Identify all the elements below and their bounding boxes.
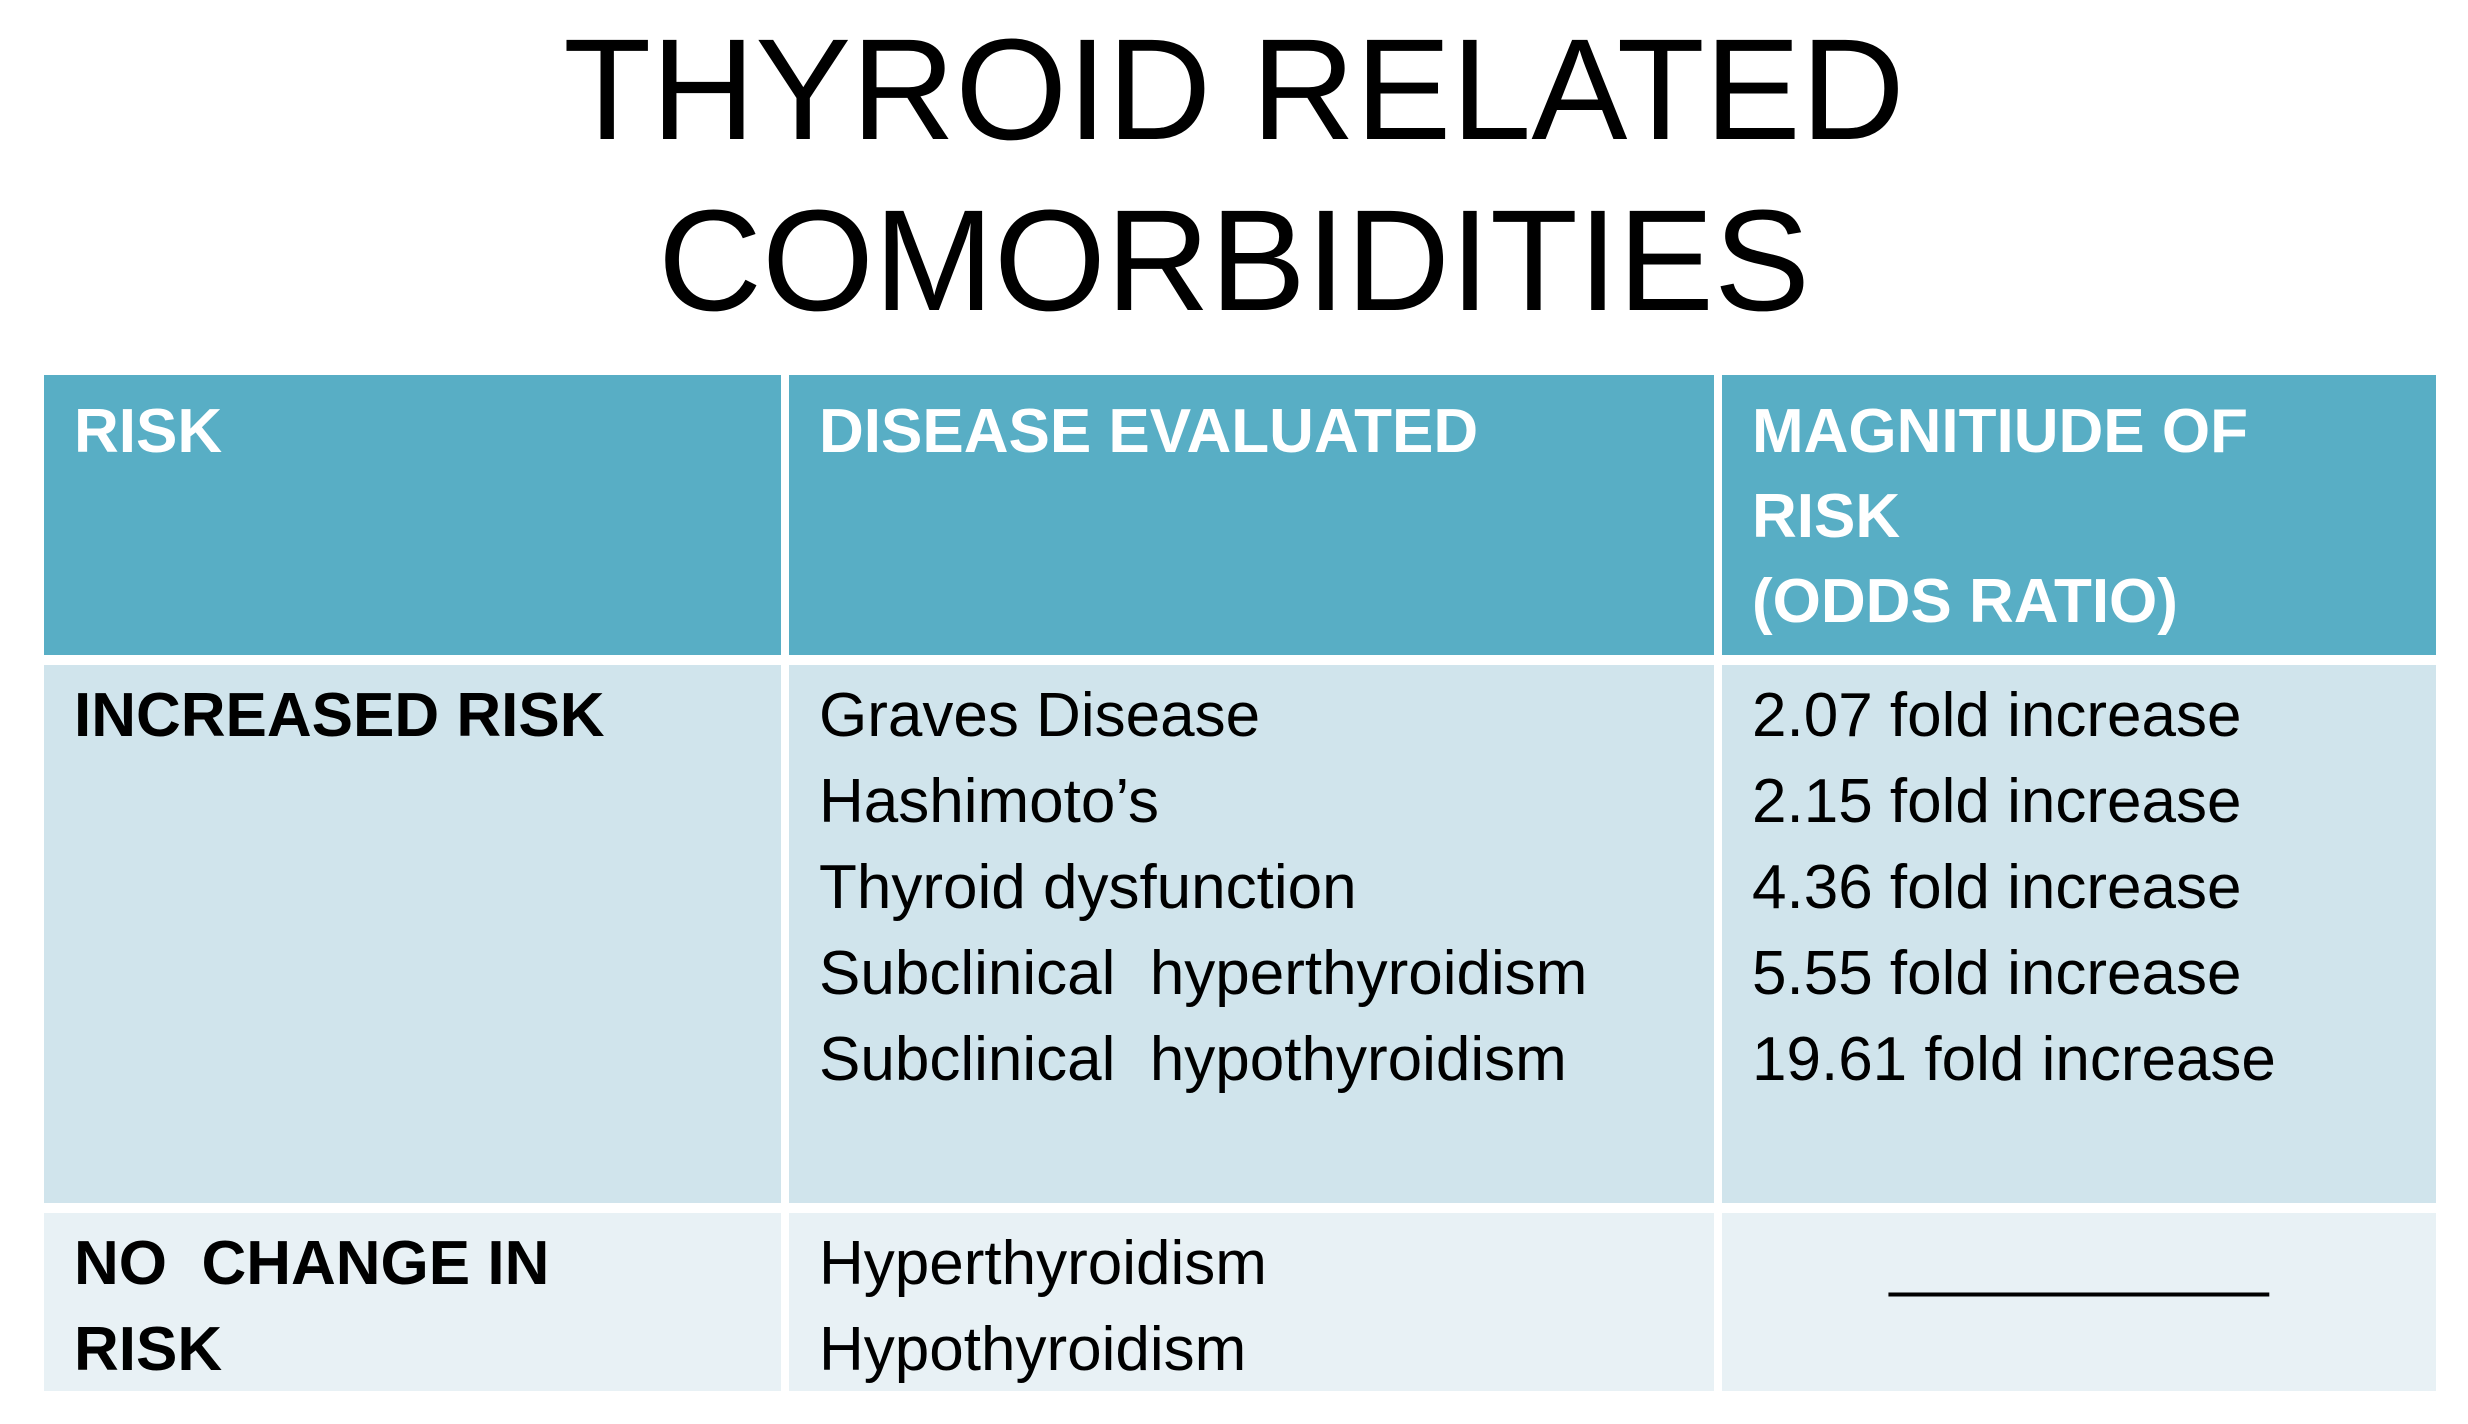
comorbidity-table: RISK DISEASE EVALUATED MAGNITIUDE OF RIS…: [44, 375, 2436, 1391]
blank-line: ___________: [1889, 1229, 2269, 1298]
magnitude-line: 4.36 fold increase: [1752, 853, 2242, 922]
disease-line: Hashimoto’s: [819, 767, 1160, 836]
disease-line: Hypothyroidism: [819, 1315, 1247, 1384]
header-text: (ODDS RATIO): [1752, 567, 2178, 636]
disease-line: Subclinical hyperthyroidism: [819, 939, 1588, 1008]
page-title: THYROID RELATED COMORBIDITIES: [0, 4, 2468, 346]
magnitude-line: 2.07 fold increase: [1752, 681, 2242, 750]
risk-label-line: RISK: [74, 1315, 223, 1384]
header-cell-risk: RISK: [44, 375, 781, 655]
header-text: MAGNITIUDE OF: [1752, 397, 2248, 466]
risk-label-line: INCREASED RISK: [74, 681, 605, 750]
magnitude-line: 19.61 fold increase: [1752, 1025, 2276, 1094]
disease-line: Hyperthyroidism: [819, 1229, 1267, 1298]
cell-increased-risk-diseases: Graves Disease Hashimoto’s Thyroid dysfu…: [789, 665, 1714, 1203]
header-cell-disease-evaluated: DISEASE EVALUATED: [789, 375, 1714, 655]
disease-line: Subclinical hypothyroidism: [819, 1025, 1567, 1094]
cell-no-change-magnitude-blank: ___________: [1722, 1213, 2436, 1391]
header-text: DISEASE EVALUATED: [819, 397, 1479, 466]
risk-label-line: NO CHANGE IN: [74, 1229, 550, 1298]
cell-increased-risk-label: INCREASED RISK: [44, 665, 781, 1203]
header-text: RISK: [1752, 482, 1901, 551]
cell-no-change-diseases: Hyperthyroidism Hypothyroidism: [789, 1213, 1714, 1391]
disease-line: Graves Disease: [819, 681, 1261, 750]
cell-increased-risk-magnitudes: 2.07 fold increase 2.15 fold increase 4.…: [1722, 665, 2436, 1203]
header-cell-magnitude-of-risk: MAGNITIUDE OF RISK (ODDS RATIO): [1722, 375, 2436, 655]
cell-no-change-risk-label: NO CHANGE IN RISK: [44, 1213, 781, 1391]
disease-line: Thyroid dysfunction: [819, 853, 1357, 922]
magnitude-line: 2.15 fold increase: [1752, 767, 2242, 836]
magnitude-line: 5.55 fold increase: [1752, 939, 2242, 1008]
page-title-line-2: COMORBIDITIES: [657, 180, 1811, 341]
page-title-line-1: THYROID RELATED: [563, 9, 1905, 170]
header-text: RISK: [74, 397, 223, 466]
